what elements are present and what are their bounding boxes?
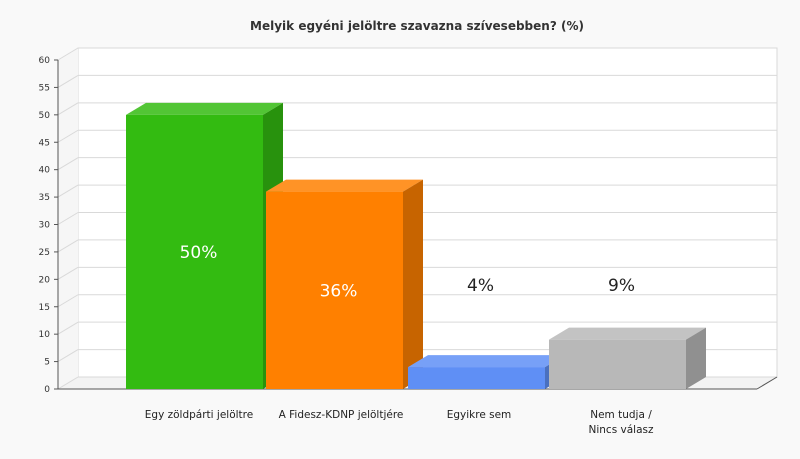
gridline-depth (57, 184, 79, 198)
bar-top (408, 355, 565, 368)
gridline-depth (57, 47, 79, 61)
gridline-depth (57, 266, 79, 280)
y-tick-label: 55 (39, 83, 50, 93)
y-tick-label: 0 (44, 385, 50, 395)
x-category-label: Nem tudja / (590, 409, 652, 421)
x-category-label: Egyikre sem (447, 409, 512, 421)
gridline-depth (57, 212, 79, 225)
x-category-label: A Fidesz-KDNP jelöltjére (279, 409, 404, 421)
data-label: 36% (320, 281, 358, 301)
x-axis-depth (756, 376, 778, 390)
bar (549, 327, 706, 389)
bar-top (126, 102, 283, 115)
bar-front (266, 191, 403, 389)
y-tick-label: 35 (39, 193, 50, 203)
gridline-depth (57, 321, 79, 335)
x-category-label: Nincs válasz (589, 424, 654, 436)
bar-side (686, 327, 706, 389)
chart-title: Melyik egyéni jelöltre szavazna szíveseb… (250, 19, 584, 33)
bar-front (408, 367, 545, 389)
bar-top (549, 327, 706, 340)
bar (266, 179, 423, 389)
y-tick-label: 50 (39, 111, 51, 121)
y-tick-label: 40 (39, 166, 51, 176)
labels: 50% Egy zöldpárti jelöltre 36% A Fidesz-KDN… (145, 243, 654, 436)
gridline-depth (57, 349, 79, 363)
bars (126, 102, 706, 389)
y-tick-label: 5 (44, 358, 50, 368)
gridline-depth (57, 102, 79, 116)
gridline-depth (57, 239, 79, 253)
y-tick-label: 15 (39, 303, 50, 313)
gridline-depth (57, 157, 79, 171)
bar-top (266, 179, 423, 192)
bar-front (549, 339, 686, 389)
y-tick-label: 45 (39, 138, 50, 148)
data-label: 4% (467, 276, 494, 296)
data-label: 50% (180, 243, 218, 263)
bar (408, 355, 565, 389)
gridline-depth (57, 74, 79, 88)
y-tick-label: 30 (39, 221, 51, 231)
x-category-label: Egy zöldpárti jelöltre (145, 409, 253, 421)
gridline-depth (57, 376, 79, 390)
gridline-depth (57, 294, 79, 308)
y-tick-label: 25 (39, 248, 50, 258)
bar-side (403, 179, 423, 389)
gridline-depth (57, 129, 79, 143)
bar-front (126, 114, 263, 389)
data-label: 9% (608, 276, 635, 296)
y-tick-label: 20 (39, 275, 51, 285)
y-tick-label: 60 (39, 56, 51, 66)
y-tick-label: 10 (39, 330, 51, 340)
